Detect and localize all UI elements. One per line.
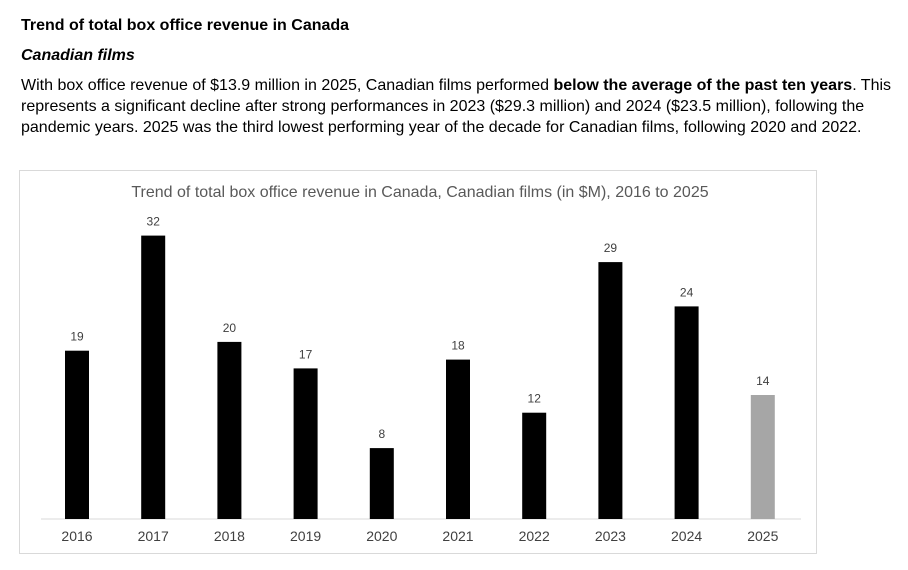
bar-2024 — [674, 306, 699, 519]
x-tick-label-2021: 2021 — [442, 528, 473, 544]
x-tick-label-2020: 2020 — [366, 528, 397, 544]
bar-2019 — [293, 368, 318, 519]
x-tick-label-2023: 2023 — [595, 528, 626, 544]
bar-2021 — [446, 359, 470, 519]
chart-title: Trend of total box office revenue in Can… — [131, 184, 708, 201]
value-label-2020: 8 — [378, 427, 385, 441]
summary-text-bold: below the average of the past ten years — [553, 77, 853, 94]
chart-frame: Trend of total box office revenue in Can… — [19, 170, 817, 554]
bar-2022 — [522, 412, 547, 519]
section-subheading: Canadian films — [21, 47, 135, 64]
x-tick-label-2019: 2019 — [290, 528, 321, 544]
bar-2016 — [65, 350, 89, 519]
bar-2017 — [141, 235, 166, 519]
value-label-2017: 32 — [147, 215, 161, 229]
x-tick-label-2017: 2017 — [138, 528, 169, 544]
x-tick-label-2025: 2025 — [747, 528, 778, 544]
x-tick-label-2022: 2022 — [519, 528, 550, 544]
bar-chart: Trend of total box office revenue in Can… — [41, 184, 801, 544]
bars-group: 1920163220172020181720198202018202112202… — [61, 215, 778, 544]
bar-2025 — [750, 395, 775, 519]
section-heading: Trend of total box office revenue in Can… — [21, 17, 350, 34]
summary-paragraph: With box office revenue of $13.9 million… — [21, 75, 901, 138]
value-label-2023: 29 — [604, 241, 618, 255]
value-label-2025: 14 — [756, 374, 770, 388]
bar-2023 — [598, 262, 623, 519]
value-label-2024: 24 — [680, 285, 694, 299]
x-tick-label-2016: 2016 — [61, 528, 92, 544]
value-label-2016: 19 — [70, 330, 84, 344]
value-label-2022: 12 — [528, 392, 542, 406]
value-label-2018: 20 — [223, 321, 237, 335]
bar-2020 — [369, 448, 394, 519]
bar-2018 — [217, 341, 242, 519]
value-label-2021: 18 — [451, 339, 465, 353]
x-tick-label-2018: 2018 — [214, 528, 245, 544]
summary-text-part1: With box office revenue of $13.9 million… — [21, 77, 554, 94]
summary-text-part2: . This represents a significant decline … — [21, 77, 892, 136]
value-label-2019: 17 — [299, 347, 313, 361]
x-tick-label-2024: 2024 — [671, 528, 702, 544]
